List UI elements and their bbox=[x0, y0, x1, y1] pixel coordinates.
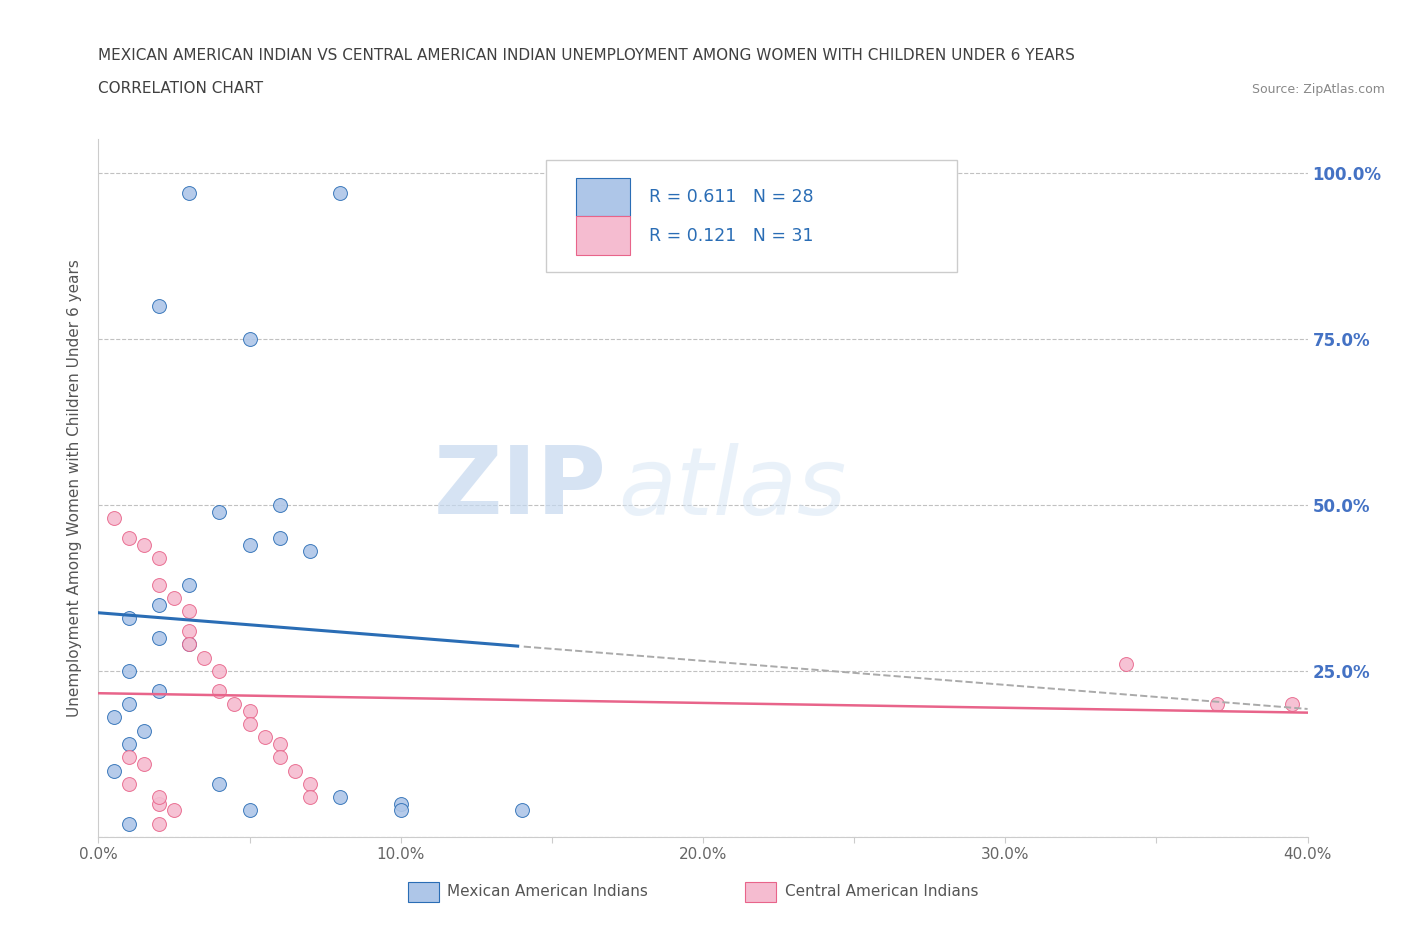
Text: atlas: atlas bbox=[619, 443, 846, 534]
Point bbox=[118, 697, 141, 711]
Point bbox=[118, 750, 141, 764]
Point bbox=[179, 578, 201, 592]
Point bbox=[269, 498, 291, 512]
Point bbox=[148, 551, 170, 565]
Point bbox=[284, 764, 307, 778]
Point bbox=[118, 817, 141, 831]
Point bbox=[239, 538, 262, 552]
Point bbox=[148, 597, 170, 612]
Point bbox=[299, 544, 322, 559]
Point bbox=[179, 624, 201, 639]
Text: Central American Indians: Central American Indians bbox=[785, 884, 979, 899]
Bar bbox=[576, 178, 630, 217]
Point bbox=[103, 764, 125, 778]
Point bbox=[148, 796, 170, 811]
Point bbox=[103, 511, 125, 525]
Text: Mexican American Indians: Mexican American Indians bbox=[447, 884, 648, 899]
Point bbox=[510, 803, 533, 817]
Point bbox=[239, 717, 262, 732]
Point bbox=[132, 756, 155, 771]
Point bbox=[239, 803, 262, 817]
Point bbox=[118, 531, 141, 546]
Point bbox=[1281, 697, 1303, 711]
Point bbox=[299, 777, 322, 791]
Point bbox=[118, 777, 141, 791]
Bar bbox=[408, 882, 439, 902]
Point bbox=[179, 637, 201, 652]
Point bbox=[239, 703, 262, 718]
Point bbox=[208, 777, 231, 791]
Point bbox=[148, 817, 170, 831]
Point bbox=[179, 185, 201, 200]
Point bbox=[132, 724, 155, 738]
Point bbox=[163, 803, 186, 817]
Bar bbox=[576, 217, 630, 255]
Point bbox=[329, 185, 352, 200]
Point bbox=[208, 684, 231, 698]
FancyBboxPatch shape bbox=[546, 161, 957, 272]
Point bbox=[193, 650, 215, 665]
Point bbox=[148, 578, 170, 592]
Point bbox=[1115, 657, 1137, 671]
Point bbox=[269, 750, 291, 764]
Point bbox=[179, 637, 201, 652]
Text: R = 0.611   N = 28: R = 0.611 N = 28 bbox=[648, 189, 813, 206]
Point bbox=[389, 803, 412, 817]
Point bbox=[148, 790, 170, 804]
Point bbox=[148, 631, 170, 645]
Point bbox=[132, 538, 155, 552]
Y-axis label: Unemployment Among Women with Children Under 6 years: Unemployment Among Women with Children U… bbox=[67, 259, 83, 717]
Text: CORRELATION CHART: CORRELATION CHART bbox=[98, 81, 263, 96]
Point bbox=[208, 663, 231, 678]
Point bbox=[179, 604, 201, 618]
Bar bbox=[745, 882, 776, 902]
Point bbox=[1206, 697, 1229, 711]
Point bbox=[208, 504, 231, 519]
Point bbox=[118, 663, 141, 678]
Point bbox=[103, 710, 125, 724]
Text: ZIP: ZIP bbox=[433, 443, 606, 534]
Point bbox=[148, 299, 170, 313]
Point bbox=[239, 331, 262, 346]
Point bbox=[224, 697, 246, 711]
Point bbox=[118, 610, 141, 625]
Point bbox=[299, 790, 322, 804]
Point bbox=[269, 531, 291, 546]
Point bbox=[148, 684, 170, 698]
Text: Source: ZipAtlas.com: Source: ZipAtlas.com bbox=[1251, 83, 1385, 96]
Text: R = 0.121   N = 31: R = 0.121 N = 31 bbox=[648, 227, 813, 245]
Point bbox=[118, 737, 141, 751]
Point bbox=[389, 796, 412, 811]
Point bbox=[329, 790, 352, 804]
Point bbox=[253, 730, 276, 745]
Text: MEXICAN AMERICAN INDIAN VS CENTRAL AMERICAN INDIAN UNEMPLOYMENT AMONG WOMEN WITH: MEXICAN AMERICAN INDIAN VS CENTRAL AMERI… bbox=[98, 48, 1076, 63]
Point bbox=[163, 591, 186, 605]
Point bbox=[269, 737, 291, 751]
